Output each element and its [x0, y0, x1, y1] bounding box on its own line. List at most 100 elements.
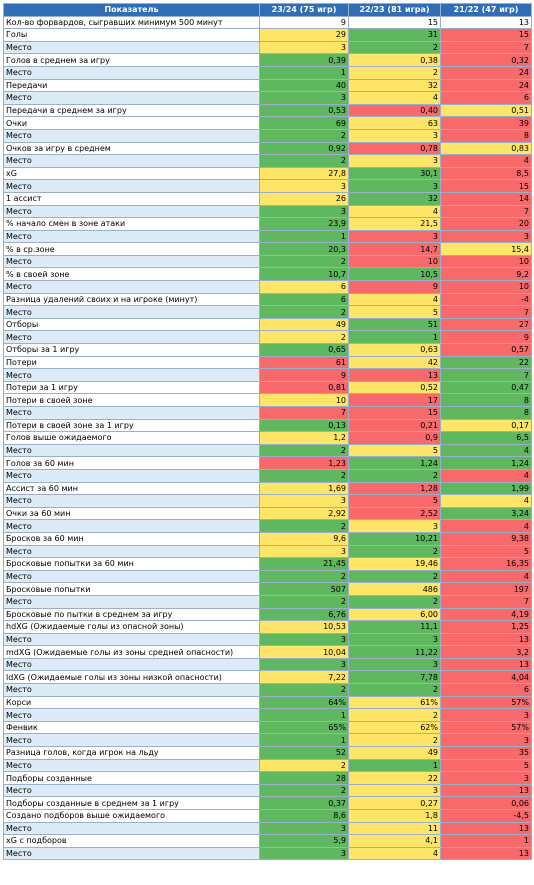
value-cell: 8 — [440, 128, 532, 143]
table-row: 1 ассист 26 32 14 — [3, 191, 532, 206]
row-label: 1 ассист — [3, 191, 260, 206]
value-cell: -4,5 — [440, 809, 532, 823]
table-row: Место 6 9 10 — [3, 280, 532, 294]
value-cell: 0,53 — [259, 103, 349, 118]
value-cell: 2 — [259, 128, 349, 143]
row-label: Бросковые попытки за 60 мин — [3, 557, 260, 571]
table-row: Место 3 3 15 — [3, 179, 532, 193]
row-label: Место — [3, 305, 260, 319]
value-cell: 2 — [348, 65, 441, 80]
table-row: Место 2 3 4 — [3, 154, 532, 168]
table-row: Очков за игру в среднем 0,92 0,78 0,83 — [3, 141, 532, 156]
value-cell: 32 — [348, 78, 441, 93]
row-label: Потери — [3, 355, 260, 370]
table-row: Место 7 15 8 — [3, 406, 532, 420]
value-cell: 4 — [348, 292, 441, 307]
row-label: mdXG (Ожидаемые голы из зоны средней опа… — [3, 645, 260, 659]
table-row: Место 2 2 7 — [3, 594, 532, 609]
value-cell: 57% — [440, 720, 532, 735]
value-cell: 8 — [440, 393, 532, 407]
value-cell: 507 — [259, 582, 349, 596]
row-label: Место — [3, 468, 260, 483]
table-row: Очки за 60 мин 2,92 2,52 3,24 — [3, 506, 532, 521]
table-row: Место 2 3 4 — [3, 519, 532, 533]
value-cell: 1,69 — [259, 481, 349, 496]
value-cell: 52 — [259, 746, 349, 760]
row-label: Место — [3, 91, 260, 105]
value-cell: 2,52 — [348, 506, 441, 521]
value-cell: 10 — [259, 393, 349, 407]
header-cell: 21/22 (47 игр) — [440, 3, 532, 17]
row-label: Подборы созданные — [3, 771, 260, 785]
value-cell: 2 — [348, 683, 441, 697]
value-cell: 9,2 — [440, 267, 532, 282]
row-label: Голы — [3, 28, 260, 42]
row-label: Место — [3, 846, 260, 861]
value-cell: 3 — [348, 229, 441, 244]
value-cell: 61% — [348, 695, 441, 710]
value-cell: 15 — [348, 15, 441, 30]
value-cell: 7 — [440, 204, 532, 219]
table-row: Голов за 60 мин 1,23 1,24 1,24 — [3, 456, 532, 470]
row-label: Место — [3, 128, 260, 143]
table-row: Место 2 5 7 — [3, 305, 532, 319]
value-cell: 7 — [440, 594, 532, 609]
row-label: Место — [3, 569, 260, 584]
row-label: Бросковые попытки — [3, 582, 260, 596]
header-row: Показатель 23/24 (75 игр) 22/23 (81 игра) 2… — [3, 3, 532, 17]
table-row: Место 2 1 5 — [3, 758, 532, 773]
value-cell: 13 — [440, 783, 532, 798]
value-cell: 3 — [440, 771, 532, 785]
value-cell: 3 — [440, 229, 532, 244]
value-cell: 1 — [348, 758, 441, 773]
row-label: Место — [3, 40, 260, 55]
value-cell: 0,39 — [259, 53, 349, 67]
value-cell: 0,81 — [259, 380, 349, 395]
table-row: Отборы 49 51 27 — [3, 317, 532, 332]
row-label: Очков за игру в среднем — [3, 141, 260, 156]
value-cell: 63 — [348, 116, 441, 130]
table-row: xG 27,8 30,1 8,5 — [3, 166, 532, 181]
row-label: Место — [3, 632, 260, 647]
value-cell: 4,04 — [440, 670, 532, 685]
value-cell: 3,2 — [440, 645, 532, 659]
value-cell: 64% — [259, 695, 349, 710]
value-cell: 1,23 — [259, 456, 349, 470]
value-cell: 1,24 — [348, 456, 441, 470]
value-cell: 22 — [348, 771, 441, 785]
row-label: Очки — [3, 116, 260, 130]
table-row: Место 2 3 8 — [3, 128, 532, 143]
value-cell: 10,21 — [348, 531, 441, 546]
stats-table: Показатель 23/24 (75 игр) 22/23 (81 игра) 2… — [3, 3, 532, 861]
value-cell: 0,27 — [348, 796, 441, 810]
value-cell: 15 — [348, 406, 441, 420]
value-cell: 13 — [440, 846, 532, 861]
value-cell: 61 — [259, 355, 349, 370]
row-label: Место — [3, 154, 260, 168]
value-cell: 2 — [259, 683, 349, 697]
header-cell: Показатель — [3, 3, 260, 17]
row-label: Бросков за 60 мин — [3, 531, 260, 546]
value-cell: 0,51 — [440, 103, 532, 118]
table-row: % начало смен в зоне атаки 23,9 21,5 20 — [3, 217, 532, 231]
value-cell: 10 — [348, 254, 441, 269]
value-cell: 5 — [440, 544, 532, 559]
value-cell: 15 — [440, 179, 532, 193]
value-cell: 11,22 — [348, 645, 441, 659]
value-cell: 3 — [348, 657, 441, 672]
row-label: Место — [3, 683, 260, 697]
row-label: Место — [3, 594, 260, 609]
row-label: Место — [3, 821, 260, 836]
table-row: % в своей зоне 10,7 10,5 9,2 — [3, 267, 532, 282]
row-label: % в своей зоне — [3, 267, 260, 282]
table-row: Подборы созданные в среднем за 1 игру 0,3… — [3, 796, 532, 810]
value-cell: 28 — [259, 771, 349, 785]
row-label: Подборы созданные в среднем за 1 игру — [3, 796, 260, 810]
value-cell: 0,37 — [259, 796, 349, 810]
row-label: Место — [3, 443, 260, 458]
table-row: Место 1 2 3 — [3, 708, 532, 722]
value-cell: 486 — [348, 582, 441, 596]
value-cell: 9 — [259, 368, 349, 382]
row-label: Бросковые по пытки в среднем за игру — [3, 607, 260, 622]
